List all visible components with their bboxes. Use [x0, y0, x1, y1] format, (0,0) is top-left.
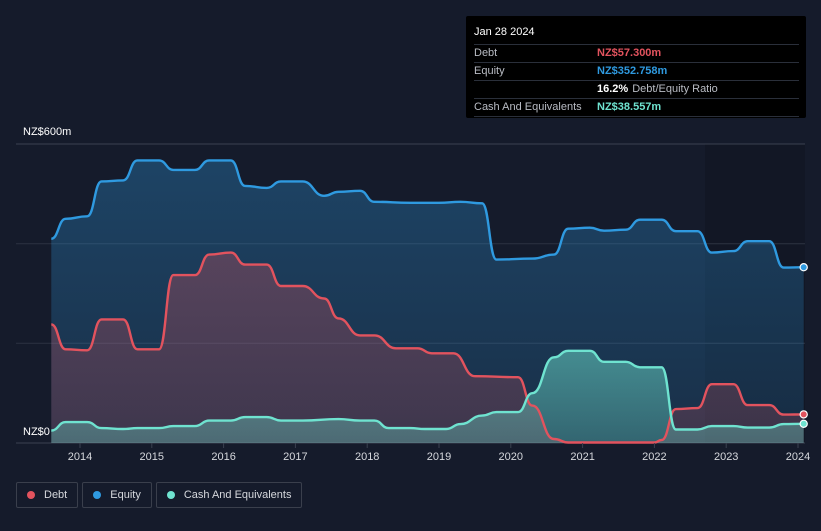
debt-line	[50, 251, 804, 444]
x-tick-label: 2018	[355, 451, 379, 463]
x-tick-label: 2021	[570, 451, 594, 463]
legend-cash-label: Cash And Equivalents	[183, 489, 292, 501]
equity-end-marker[interactable]	[799, 263, 808, 272]
tooltip-panel: Jan 28 2024 Debt NZ$57.300m Equity NZ$35…	[466, 16, 806, 118]
cash-dot-icon	[166, 491, 175, 499]
x-tick-label: 2024	[786, 451, 810, 463]
tooltip-ratio-label: Debt/Equity Ratio	[632, 83, 718, 95]
debt-dot-icon	[27, 491, 35, 499]
tooltip-equity-label: Equity	[474, 65, 505, 77]
debt-end-marker[interactable]	[799, 410, 808, 419]
tooltip-date: Jan 28 2024	[474, 26, 535, 38]
tooltip-ratio-spacer	[474, 81, 597, 98]
tooltip-debt-label: Debt	[474, 47, 498, 59]
legend-debt-label: Debt	[44, 489, 68, 501]
legend-item-cash[interactable]: Cash And Equivalents	[155, 482, 303, 508]
x-tick-label: 2015	[140, 451, 164, 463]
y-axis-top-label: NZ$600m	[23, 126, 71, 138]
cash-area	[51, 350, 804, 443]
tooltip-row-equity: Equity NZ$352.758m	[474, 62, 799, 80]
tooltip-row-ratio: 16.2% Debt/Equity Ratio	[474, 80, 799, 98]
cash-end-marker[interactable]	[799, 419, 808, 428]
x-tick-label: 2020	[499, 451, 523, 463]
tooltip-ratio-value: 16.2%	[597, 83, 629, 95]
legend-item-debt[interactable]: Debt	[16, 482, 79, 508]
x-tick-label: 2023	[714, 451, 738, 463]
equity-line	[50, 159, 804, 269]
y-axis-bottom-label: NZ$0	[23, 426, 50, 438]
tooltip-debt-value: NZ$57.300m	[597, 47, 662, 59]
x-tick-label: 2019	[427, 451, 451, 463]
debt-area	[51, 252, 804, 443]
tooltip-cash-value: NZ$38.557m	[597, 101, 662, 113]
x-tick-label: 2014	[68, 451, 92, 463]
tooltip-cash-label: Cash And Equivalents	[474, 101, 582, 113]
tooltip-equity-value: NZ$352.758m	[597, 65, 668, 77]
tooltip-row-debt: Debt NZ$57.300m	[474, 44, 799, 62]
x-tick-label: 2022	[642, 451, 666, 463]
cash-line	[51, 349, 804, 432]
legend-item-equity[interactable]: Equity	[82, 482, 152, 508]
legend-equity-label: Equity	[110, 489, 141, 501]
equity-dot-icon	[93, 491, 102, 499]
x-tick-label: 2016	[211, 451, 235, 463]
x-tick-label: 2017	[283, 451, 307, 463]
chart-legend: Debt Equity Cash And Equivalents	[16, 482, 303, 510]
tooltip-row-cash: Cash And Equivalents NZ$38.557m	[474, 98, 799, 117]
